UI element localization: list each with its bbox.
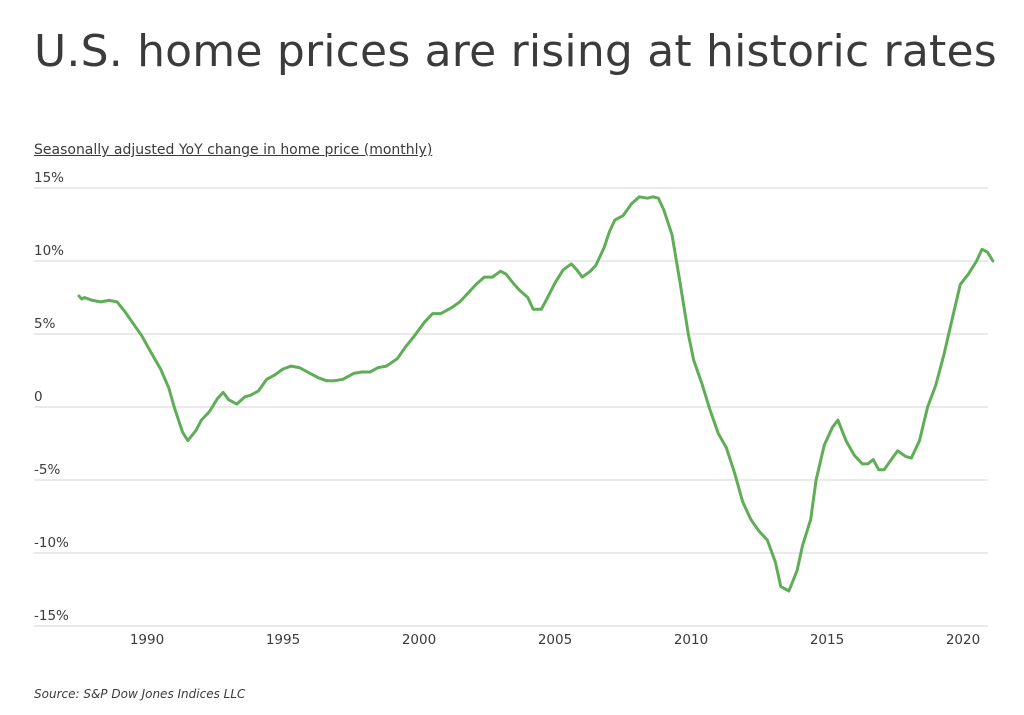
y-tick-label: 0 (34, 389, 43, 405)
series-lines (77, 195, 995, 593)
y-axis-ticks: 15% 10% 5% 0 -5% -10% -15% (34, 170, 69, 624)
gridlines (34, 187, 988, 627)
x-axis-ticks: 1990 1995 2000 2005 2010 2015 2020 (130, 632, 980, 648)
x-tick-label: 2020 (946, 632, 980, 648)
x-tick-label: 1990 (130, 632, 164, 648)
y-tick-label: -15% (34, 608, 69, 624)
source-note: Source: S&P Dow Jones Indices LLC (34, 687, 246, 701)
x-tick-label: 1995 (266, 632, 300, 648)
chart-title: U.S. home prices are rising at historic … (34, 26, 997, 77)
x-tick-label: 2005 (538, 632, 572, 648)
y-axis-label: Seasonally adjusted YoY change in home p… (34, 142, 433, 158)
x-tick-label: 2000 (402, 632, 436, 648)
y-tick-label: 15% (34, 170, 64, 186)
series-line (77, 195, 995, 593)
y-tick-label: -10% (34, 535, 69, 551)
y-tick-label: 5% (34, 316, 56, 332)
y-tick-label: 10% (34, 243, 64, 259)
x-tick-label: 2015 (810, 632, 844, 648)
y-tick-label: -5% (34, 462, 60, 478)
x-tick-label: 2010 (674, 632, 708, 648)
